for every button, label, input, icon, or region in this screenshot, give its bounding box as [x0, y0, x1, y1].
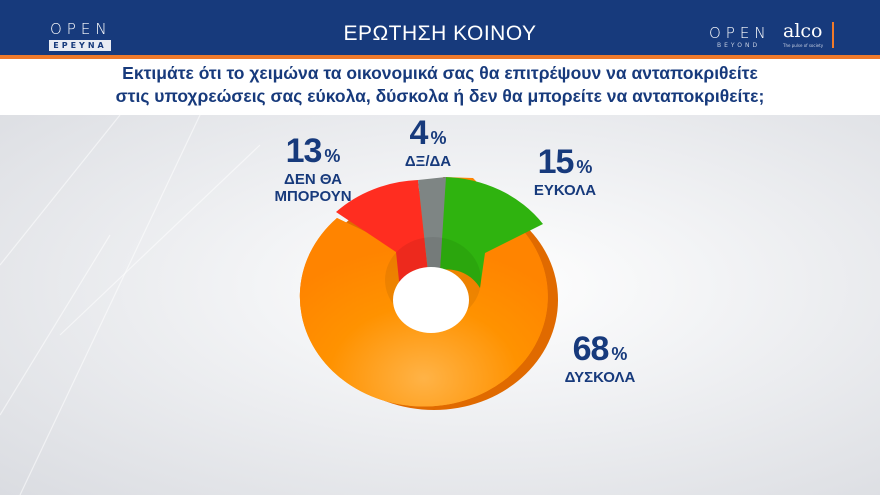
percent-sign: %	[324, 146, 341, 166]
header-accent-stripe	[0, 55, 880, 59]
slice-cannot	[336, 180, 428, 290]
donut-slices	[299, 177, 548, 407]
donut-hole	[393, 267, 469, 333]
survey-question: Εκτιμάτε ότι το χειμώνα τα οικονομικά σα…	[0, 62, 880, 108]
open-ereuna-badge: ΕΡΕΥΝΑ	[49, 40, 111, 51]
label-hard: 68% ΔΥΣΚΟΛΑ	[555, 330, 645, 386]
question-line-1: Εκτιμάτε ότι το χειμώνα τα οικονομικά σα…	[122, 63, 758, 83]
label-cannot: 13% ΔΕΝ ΘΑ ΜΠΟΡΟΥΝ	[272, 132, 354, 205]
label-easy: 15% ΕΥΚΟΛΑ	[522, 143, 608, 199]
label-easy-name: ΕΥΚΟΛΑ	[533, 182, 597, 199]
open-beyond-logo: OPEN	[709, 24, 771, 42]
question-band	[0, 59, 880, 115]
slice-easy	[440, 177, 543, 288]
alco-tagline: The pulse of society	[783, 43, 824, 48]
label-cannot-line1: ΔΕΝ ΘΑ	[284, 171, 342, 188]
alco-logo: alco	[783, 20, 823, 42]
open-beyond-subtitle: BEYOND	[717, 42, 761, 49]
label-easy-value: 15	[537, 143, 575, 181]
question-line-2: στις υποχρεώσεις σας εύκολα, δύσκολα ή δ…	[115, 86, 765, 106]
slice-dk	[418, 177, 446, 272]
alco-divider	[832, 22, 834, 48]
open-logo: OPEN	[50, 20, 112, 38]
label-dk: 4% ΔΞ/ΔΑ	[395, 114, 461, 170]
label-dk-name: ΔΞ/ΔΑ	[404, 153, 452, 170]
background-decoration	[0, 115, 261, 495]
label-cannot-value: 13	[285, 132, 323, 170]
header-bar	[0, 0, 880, 55]
label-cannot-line2: ΜΠΟΡΟΥΝ	[274, 188, 352, 205]
label-dk-value: 4	[409, 114, 429, 152]
percent-sign: %	[611, 344, 628, 364]
percent-sign: %	[430, 128, 447, 148]
label-hard-name: ΔΥΣΚΟΛΑ	[564, 369, 636, 386]
label-hard-value: 68	[572, 330, 610, 368]
percent-sign: %	[576, 157, 593, 177]
page-title: ΕΡΩΤΗΣΗ ΚΟΙΝΟΥ	[343, 22, 537, 45]
